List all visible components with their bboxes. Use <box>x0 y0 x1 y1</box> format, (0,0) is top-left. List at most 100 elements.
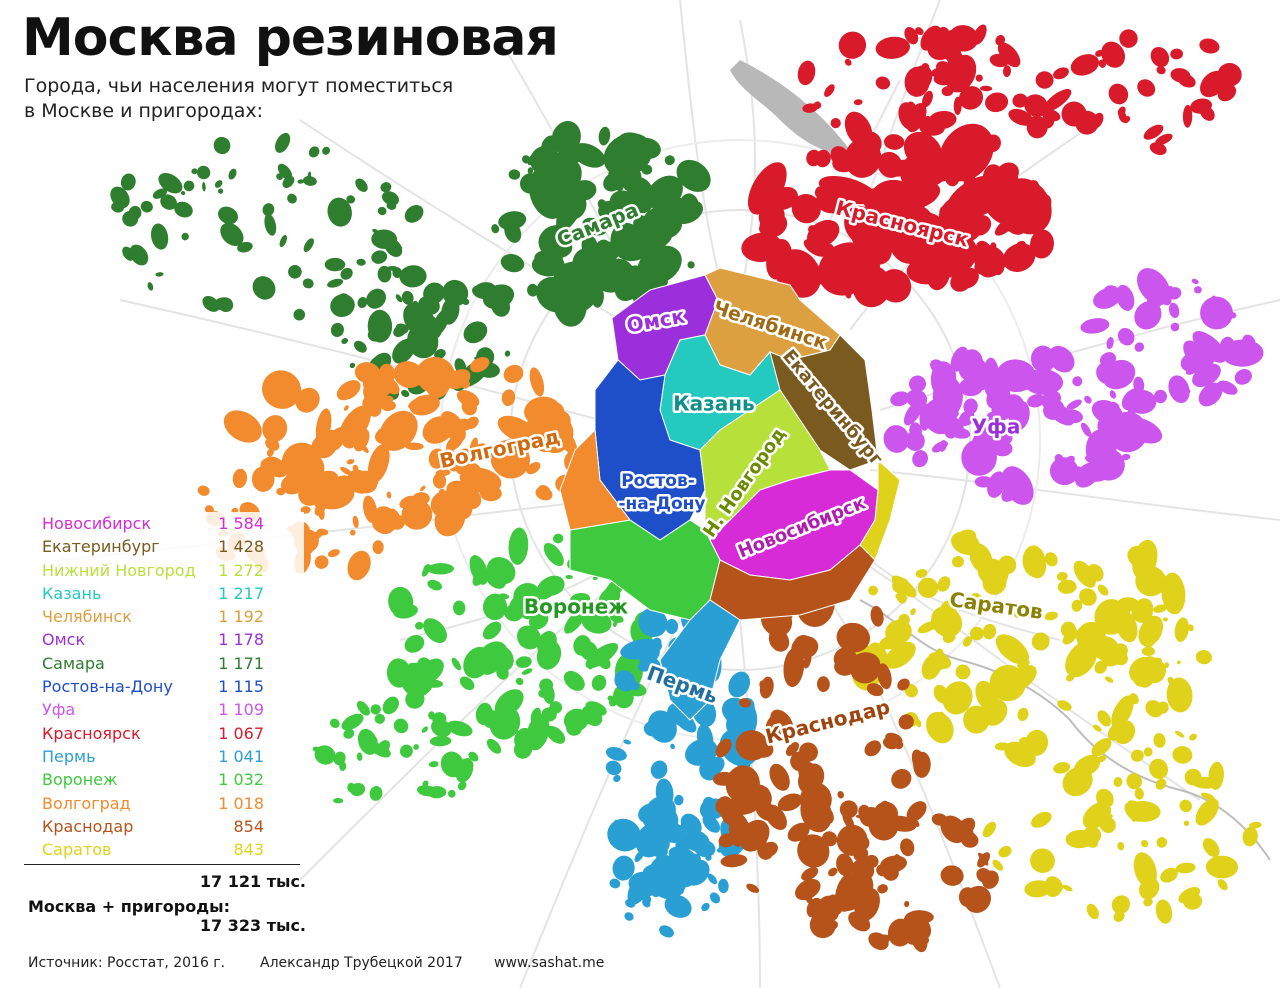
suburb-blob <box>444 301 452 309</box>
suburb-blob <box>874 934 891 945</box>
suburb-blob <box>1140 839 1149 848</box>
suburb-blob <box>652 637 662 648</box>
suburb-blob <box>978 369 986 378</box>
suburb-blob <box>1156 837 1168 848</box>
suburb-blob <box>386 658 411 688</box>
suburb-blob <box>356 752 363 761</box>
suburb-blob <box>1135 566 1167 597</box>
suburb-blob <box>1045 876 1063 894</box>
suburb-blob <box>367 399 375 409</box>
suburb-blob <box>197 485 210 496</box>
suburb-blob <box>1034 123 1041 133</box>
suburb-blob <box>282 175 295 188</box>
suburb-blob <box>405 442 424 451</box>
suburb-blob <box>1099 352 1117 368</box>
suburb-blob <box>1133 376 1145 394</box>
suburb-blob <box>1097 584 1109 596</box>
suburb-blob <box>883 425 910 453</box>
suburb-blob <box>158 173 183 194</box>
suburb-blob <box>1103 285 1120 299</box>
suburb-blob <box>1074 462 1100 488</box>
suburb-blob <box>875 36 910 59</box>
suburb-blob <box>413 744 419 750</box>
suburb-blob <box>915 27 924 36</box>
suburb-blob <box>658 822 687 843</box>
suburb-blob <box>1027 394 1045 408</box>
suburb-blob <box>813 101 822 110</box>
suburb-blob <box>799 742 818 762</box>
suburb-blob <box>223 410 262 443</box>
suburb-blob <box>824 84 835 97</box>
suburb-blob <box>442 279 469 307</box>
suburb-blob <box>1138 615 1164 647</box>
suburb-blob <box>1075 110 1099 135</box>
suburb-blob <box>739 698 751 708</box>
suburb-blob <box>977 852 991 868</box>
suburb-blob <box>1167 676 1174 684</box>
suburb-blob <box>1155 133 1173 146</box>
suburb-blob <box>401 290 414 305</box>
suburb-blob <box>870 605 884 627</box>
suburb-blob <box>428 711 435 720</box>
suburb-blob <box>1194 286 1202 294</box>
suburb-blob <box>451 657 461 671</box>
city-district <box>659 599 741 721</box>
map-city-label: Ростов- <box>621 471 695 491</box>
suburb-blob <box>1182 104 1193 128</box>
suburb-blob <box>937 576 951 592</box>
suburb-blob <box>1030 811 1052 828</box>
suburb-blob <box>764 804 787 831</box>
suburb-blob <box>504 221 522 243</box>
suburb-blob <box>415 356 456 394</box>
legend-city-name: Самара <box>42 653 105 673</box>
suburb-blob <box>1202 838 1220 858</box>
legend-row: Казань 1 217 <box>42 582 304 605</box>
suburb-blob <box>637 204 644 210</box>
suburb-blob <box>563 670 585 691</box>
suburb-blob <box>1117 841 1125 851</box>
suburb-blob <box>817 234 821 245</box>
suburb-blob <box>486 738 502 754</box>
map-city-label: Казань <box>673 392 754 416</box>
suburb-blob <box>1192 331 1227 363</box>
suburb-blob <box>1084 834 1099 848</box>
suburb-blob <box>836 622 871 653</box>
suburb-blob <box>591 674 607 691</box>
suburb-blob <box>620 638 662 660</box>
suburb-blob <box>427 563 454 575</box>
suburb-blob <box>423 564 431 572</box>
suburb-blob <box>801 867 819 881</box>
suburb-blob <box>798 761 816 780</box>
suburb-blob <box>491 224 500 234</box>
suburb-blob <box>482 284 515 310</box>
suburb-blob <box>797 834 830 868</box>
suburb-blob <box>818 242 875 296</box>
suburb-blob <box>664 894 692 918</box>
suburb-blob <box>828 867 838 877</box>
suburb-blob <box>624 828 642 849</box>
suburb-blob <box>331 475 356 501</box>
suburb-blob <box>637 245 682 285</box>
suburb-blob <box>1134 342 1145 352</box>
suburb-blob <box>303 238 314 252</box>
suburb-blob <box>809 911 836 939</box>
suburb-blob <box>302 278 314 289</box>
suburb-blob <box>329 718 340 729</box>
suburb-blob <box>1024 729 1049 756</box>
suburb-blob <box>489 705 521 740</box>
legend-city-value: 1 272 <box>218 560 264 580</box>
suburb-blob <box>969 592 982 605</box>
legend-city-value: 1 171 <box>218 653 264 673</box>
suburb-blob <box>1137 268 1171 306</box>
suburb-blob <box>872 247 881 257</box>
suburb-blob <box>637 660 654 672</box>
suburb-blob <box>1062 884 1073 892</box>
suburb-blob <box>976 868 993 884</box>
suburb-blob <box>218 188 224 194</box>
legend: Новосибирск 1 584 Екатеринбург 1 428 Нижний … <box>42 512 304 862</box>
map-city-label: -на-Дону <box>619 494 706 514</box>
suburb-blob <box>423 282 445 305</box>
suburb-blob <box>295 387 320 413</box>
suburb-blob <box>1176 660 1181 665</box>
suburb-blob <box>1044 611 1058 621</box>
